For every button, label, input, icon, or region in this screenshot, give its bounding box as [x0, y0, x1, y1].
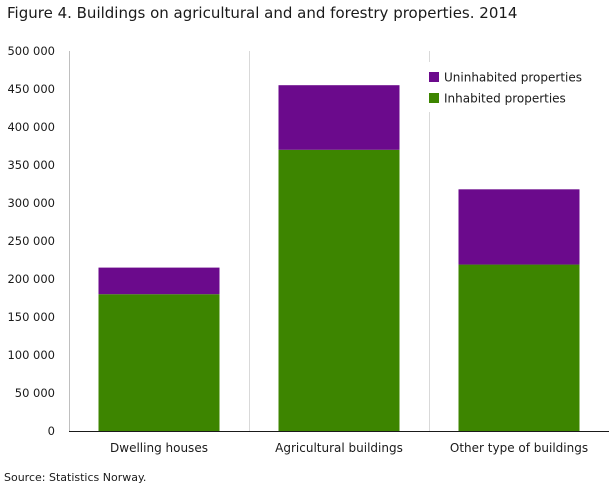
chart-source: Source: Statistics Norway. — [4, 471, 147, 484]
y-tick-label: 350 000 — [7, 158, 55, 172]
y-tick-label: 400 000 — [7, 120, 55, 134]
legend-label: Inhabited properties — [444, 92, 566, 106]
bars — [98, 85, 580, 432]
y-tick-label: 150 000 — [7, 310, 55, 324]
x-axis: Dwelling houses Agricultural buildings Oth… — [69, 431, 609, 455]
y-tick-label: 500 000 — [7, 44, 55, 58]
x-tick-label: Dwelling houses — [110, 441, 208, 455]
legend-box — [421, 62, 600, 112]
bar-uninhabited-properties-1 — [278, 85, 400, 150]
bar-uninhabited-properties-2 — [458, 189, 580, 265]
bar-uninhabited-properties-0 — [98, 267, 220, 295]
bar-inhabited-properties-0 — [98, 294, 220, 431]
grid-layer — [69, 51, 430, 431]
bar-inhabited-properties-2 — [458, 264, 580, 431]
y-tick-label: 450 000 — [7, 82, 55, 96]
y-tick-label: 0 — [48, 424, 55, 438]
legend: Uninhabited properties Inhabited properti… — [421, 62, 600, 112]
y-tick-label: 50 000 — [15, 386, 55, 400]
y-tick-label: 300 000 — [7, 196, 55, 210]
bar-inhabited-properties-1 — [278, 149, 400, 432]
y-tick-label: 200 000 — [7, 272, 55, 286]
x-tick-label: Other type of buildings — [450, 441, 588, 455]
legend-swatch — [429, 72, 439, 82]
legend-label: Uninhabited properties — [444, 71, 582, 85]
y-tick-label: 100 000 — [7, 348, 55, 362]
y-axis: 0 50 000 100 000 150 000 200 000 250 000 300 0… — [7, 44, 55, 438]
y-tick-label: 250 000 — [7, 234, 55, 248]
x-tick-label: Agricultural buildings — [275, 441, 403, 455]
chart-title: Figure 4. Buildings on agricultural and … — [7, 4, 518, 22]
legend-swatch — [429, 93, 439, 103]
